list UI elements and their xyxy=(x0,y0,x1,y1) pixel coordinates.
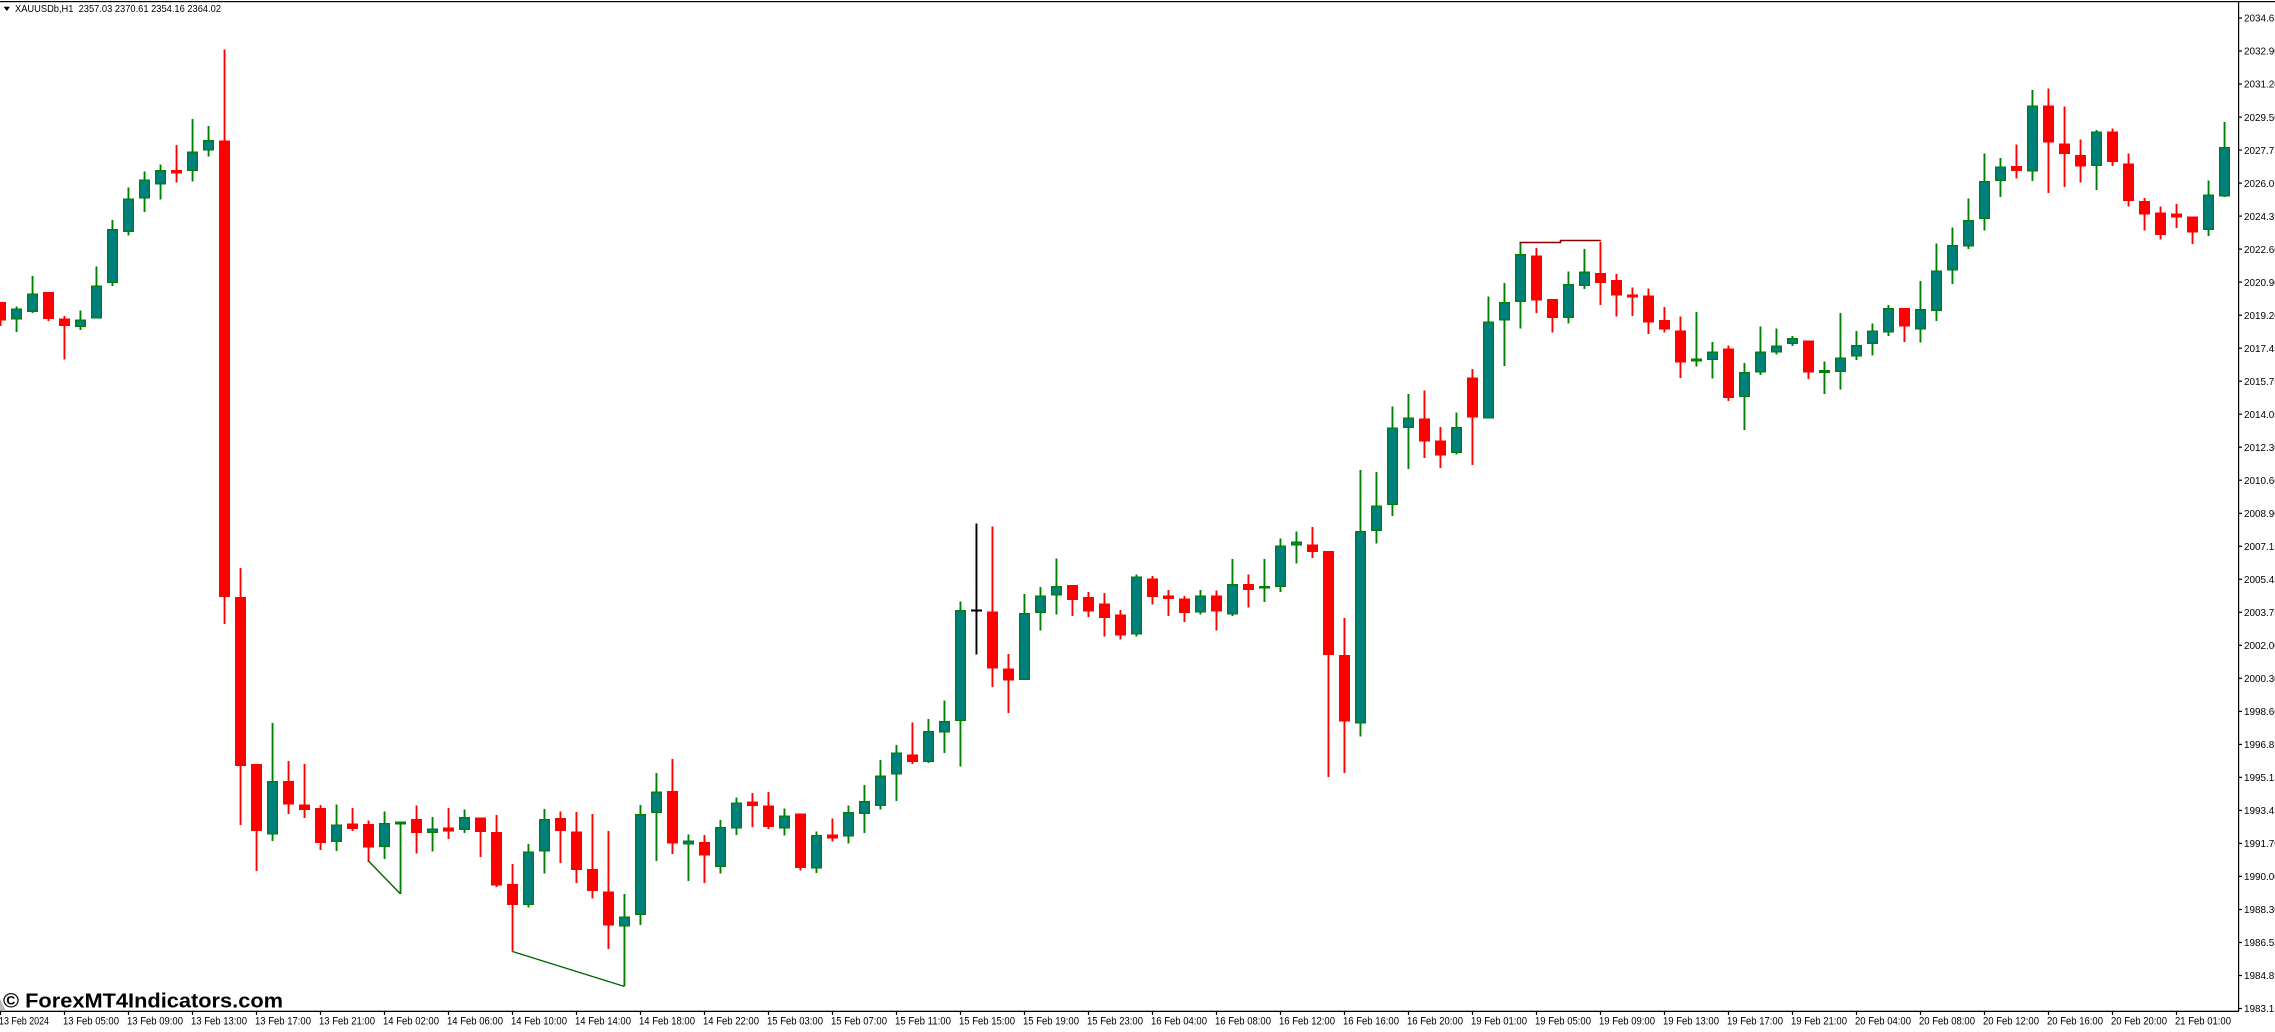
svg-text:20 Feb 08:00: 20 Feb 08:00 xyxy=(1919,1016,1975,1028)
svg-text:1995.15: 1995.15 xyxy=(2244,773,2275,784)
svg-text:1984.85: 1984.85 xyxy=(2244,971,2275,982)
svg-text:14 Feb 22:00: 14 Feb 22:00 xyxy=(703,1016,759,1028)
svg-text:15 Feb 19:00: 15 Feb 19:00 xyxy=(1023,1016,1079,1028)
svg-text:13 Feb 13:00: 13 Feb 13:00 xyxy=(191,1016,247,1028)
svg-text:13 Feb 2024: 13 Feb 2024 xyxy=(0,1016,49,1028)
svg-text:21 Feb 01:00: 21 Feb 01:00 xyxy=(2175,1016,2231,1028)
svg-text:19 Feb 17:00: 19 Feb 17:00 xyxy=(1727,1016,1783,1028)
svg-text:1996.85: 1996.85 xyxy=(2244,740,2275,751)
svg-text:2029.50: 2029.50 xyxy=(2244,113,2275,124)
svg-text:1988.30: 1988.30 xyxy=(2244,905,2275,916)
svg-text:2034.65: 2034.65 xyxy=(2244,14,2275,25)
svg-text:2027.75: 2027.75 xyxy=(2244,146,2275,157)
svg-text:1993.45: 1993.45 xyxy=(2244,806,2275,817)
svg-text:16 Feb 08:00: 16 Feb 08:00 xyxy=(1215,1016,1271,1028)
svg-text:2008.90: 2008.90 xyxy=(2244,509,2275,520)
svg-text:14 Feb 10:00: 14 Feb 10:00 xyxy=(511,1016,567,1028)
svg-text:20 Feb 16:00: 20 Feb 16:00 xyxy=(2047,1016,2103,1028)
svg-text:16 Feb 12:00: 16 Feb 12:00 xyxy=(1279,1016,1335,1028)
svg-text:15 Feb 07:00: 15 Feb 07:00 xyxy=(831,1016,887,1028)
svg-text:2019.20: 2019.20 xyxy=(2244,311,2275,322)
svg-text:2002.00: 2002.00 xyxy=(2244,641,2275,652)
svg-text:19 Feb 13:00: 19 Feb 13:00 xyxy=(1663,1016,1719,1028)
svg-text:2020.90: 2020.90 xyxy=(2244,278,2275,289)
svg-text:2017.45: 2017.45 xyxy=(2244,344,2275,355)
svg-text:1991.70: 1991.70 xyxy=(2244,839,2275,850)
svg-text:13 Feb 09:00: 13 Feb 09:00 xyxy=(127,1016,183,1028)
svg-text:15 Feb 03:00: 15 Feb 03:00 xyxy=(767,1016,823,1028)
svg-text:1986.55: 1986.55 xyxy=(2244,938,2275,949)
svg-text:XAUUSDb,H1 2357.03 2370.61 23: XAUUSDb,H1 2357.03 2370.61 2354.16 2364.… xyxy=(15,4,221,15)
svg-text:14 Feb 02:00: 14 Feb 02:00 xyxy=(383,1016,439,1028)
svg-text:2005.45: 2005.45 xyxy=(2244,575,2275,586)
svg-text:14 Feb 18:00: 14 Feb 18:00 xyxy=(639,1016,695,1028)
svg-text:2014.05: 2014.05 xyxy=(2244,410,2275,421)
svg-text:2031.20: 2031.20 xyxy=(2244,80,2275,91)
svg-text:2010.60: 2010.60 xyxy=(2244,476,2275,487)
svg-text:20 Feb 12:00: 20 Feb 12:00 xyxy=(1983,1016,2039,1028)
svg-text:2024.35: 2024.35 xyxy=(2244,212,2275,223)
svg-text:16 Feb 16:00: 16 Feb 16:00 xyxy=(1343,1016,1399,1028)
svg-text:2012.30: 2012.30 xyxy=(2244,443,2275,454)
svg-text:2003.75: 2003.75 xyxy=(2244,608,2275,619)
svg-text:© ForexMT4Indicators.com: © ForexMT4Indicators.com xyxy=(3,990,283,1013)
svg-text:15 Feb 15:00: 15 Feb 15:00 xyxy=(959,1016,1015,1028)
svg-text:20 Feb 20:00: 20 Feb 20:00 xyxy=(2111,1016,2167,1028)
svg-text:13 Feb 05:00: 13 Feb 05:00 xyxy=(63,1016,119,1028)
svg-text:1983.15: 1983.15 xyxy=(2244,1004,2275,1015)
svg-text:14 Feb 14:00: 14 Feb 14:00 xyxy=(575,1016,631,1028)
svg-text:15 Feb 11:00: 15 Feb 11:00 xyxy=(895,1016,951,1028)
svg-text:1990.00: 1990.00 xyxy=(2244,872,2275,883)
svg-text:14 Feb 06:00: 14 Feb 06:00 xyxy=(447,1016,503,1028)
svg-text:2000.30: 2000.30 xyxy=(2244,674,2275,685)
svg-text:13 Feb 17:00: 13 Feb 17:00 xyxy=(255,1016,311,1028)
svg-text:2007.15: 2007.15 xyxy=(2244,542,2275,553)
svg-text:1998.60: 1998.60 xyxy=(2244,707,2275,718)
svg-text:15 Feb 23:00: 15 Feb 23:00 xyxy=(1087,1016,1143,1028)
svg-text:2022.60: 2022.60 xyxy=(2244,245,2275,256)
svg-text:20 Feb 04:00: 20 Feb 04:00 xyxy=(1855,1016,1911,1028)
svg-text:13 Feb 21:00: 13 Feb 21:00 xyxy=(319,1016,375,1028)
svg-text:16 Feb 04:00: 16 Feb 04:00 xyxy=(1151,1016,1207,1028)
svg-text:19 Feb 01:00: 19 Feb 01:00 xyxy=(1471,1016,1527,1028)
svg-text:19 Feb 21:00: 19 Feb 21:00 xyxy=(1791,1016,1847,1028)
svg-text:19 Feb 05:00: 19 Feb 05:00 xyxy=(1535,1016,1591,1028)
svg-text:16 Feb 20:00: 16 Feb 20:00 xyxy=(1407,1016,1463,1028)
svg-text:2026.05: 2026.05 xyxy=(2244,179,2275,190)
svg-text:2015.75: 2015.75 xyxy=(2244,377,2275,388)
svg-text:2032.90: 2032.90 xyxy=(2244,47,2275,58)
svg-text:19 Feb 09:00: 19 Feb 09:00 xyxy=(1599,1016,1655,1028)
